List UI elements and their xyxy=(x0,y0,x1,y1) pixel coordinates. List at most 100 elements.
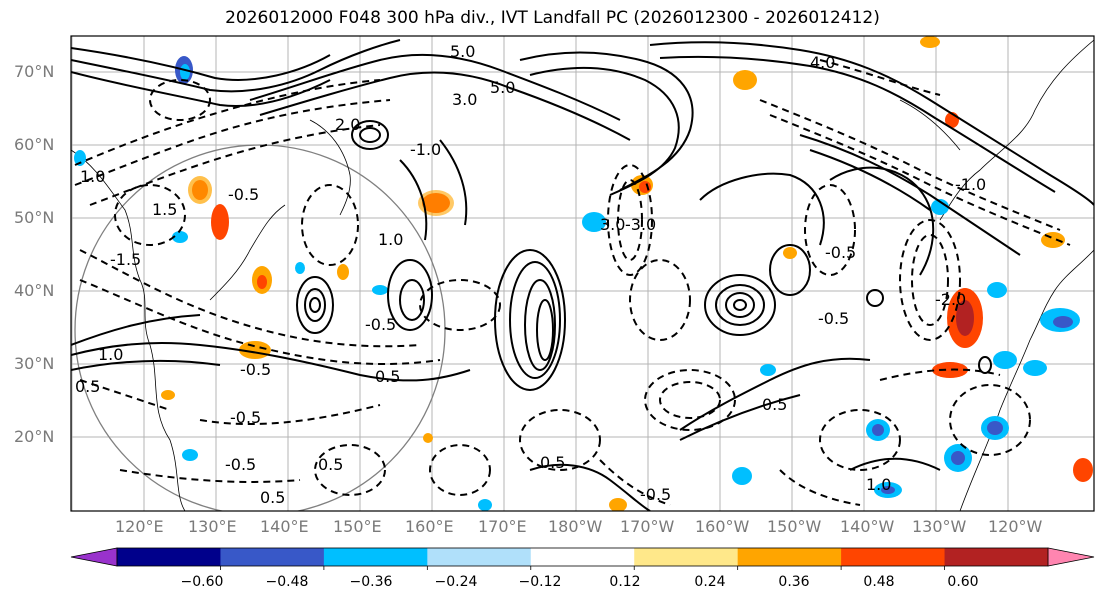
patch xyxy=(257,275,267,289)
patch xyxy=(732,467,752,485)
patch xyxy=(881,486,895,494)
patch xyxy=(182,449,198,461)
patch xyxy=(931,199,949,215)
patch xyxy=(760,364,776,376)
lon-label: 140°W xyxy=(840,517,895,536)
colorbar-tick-label: −0.48 xyxy=(265,574,309,590)
colorbar-segment xyxy=(117,548,221,566)
patch xyxy=(188,176,212,204)
contour-label: -0.5 xyxy=(225,455,256,474)
contour-label: 1.0 xyxy=(98,345,123,364)
contour-label: 0.5 xyxy=(540,453,565,472)
colorbar-segment xyxy=(427,548,532,566)
colorbar-min-extend xyxy=(70,547,118,567)
patch xyxy=(987,421,1003,435)
contour-label: -0.5 xyxy=(240,360,271,379)
landfall-region-circle xyxy=(74,144,446,511)
positive-contours xyxy=(71,39,1094,511)
colorbar-segment xyxy=(220,548,325,566)
contour-label: -0.5 xyxy=(640,485,671,504)
contour-label: 1.0 xyxy=(80,167,105,186)
patch xyxy=(180,64,190,80)
colorbar-tick-label: −0.24 xyxy=(434,574,478,590)
patch xyxy=(372,285,388,295)
lon-label: 180°W xyxy=(548,517,603,536)
contour-label: -0.5 xyxy=(230,408,261,427)
patch xyxy=(920,36,940,48)
colorbar xyxy=(70,547,1095,570)
map-border xyxy=(70,35,1095,512)
contour-label: 0.5 xyxy=(318,455,343,474)
coastlines xyxy=(71,39,1094,511)
lon-label: 130°W xyxy=(912,517,967,536)
colorbar-segment xyxy=(323,548,428,566)
patch xyxy=(423,433,433,443)
colorbar-tick-label: −0.60 xyxy=(180,574,224,590)
contour-label: 0.5 xyxy=(375,367,400,386)
patch xyxy=(161,390,175,400)
lon-label: 170°W xyxy=(620,517,675,536)
lon-label: 120°E xyxy=(115,517,164,536)
map-panel xyxy=(71,36,1094,511)
patch xyxy=(295,262,305,274)
lon-label: 170°E xyxy=(478,517,527,536)
colorbar-tick-label: −0.12 xyxy=(518,574,562,590)
colorbar-tick-label: 0.60 xyxy=(947,574,979,590)
lon-label: 160°W xyxy=(695,517,750,536)
patch xyxy=(993,351,1017,369)
lat-label: 40°N xyxy=(14,281,55,300)
colorbar-tick-label: −0.36 xyxy=(349,574,393,590)
contour-label: 2.0 xyxy=(335,115,360,134)
colorbar-tick-label: 0.12 xyxy=(609,574,641,590)
contour-label: -1.0 xyxy=(410,140,441,159)
patch xyxy=(872,424,884,436)
patch xyxy=(1041,232,1065,248)
colorbar-segment xyxy=(841,548,946,566)
contour-label: -2.0 xyxy=(935,290,966,309)
contour-label: 1.0 xyxy=(378,230,403,249)
lon-label: 120°W xyxy=(988,517,1043,536)
colorbar-tick-label: 0.36 xyxy=(778,574,810,590)
contour-label: 4.0 xyxy=(810,53,835,72)
contour-label: 0.5 xyxy=(762,395,787,414)
patch xyxy=(582,212,606,232)
lon-label: 140°E xyxy=(260,517,309,536)
lat-label: 50°N xyxy=(14,208,55,227)
patch xyxy=(211,204,229,240)
lat-label: 60°N xyxy=(14,135,55,154)
map-title: 2026012000 F048 300 hPa div., IVT Landfa… xyxy=(225,8,880,28)
lat-label: 30°N xyxy=(14,354,55,373)
contour-label: 5.0 xyxy=(490,78,515,97)
patch xyxy=(337,264,349,280)
contour-label: -0.5 xyxy=(825,243,856,262)
patch xyxy=(1073,458,1093,482)
colorbar-segment xyxy=(944,548,1049,566)
contour-label: 3.0 xyxy=(452,90,477,109)
patch xyxy=(956,300,974,336)
patch xyxy=(987,282,1007,298)
colorbar-segment xyxy=(737,548,842,566)
lon-label: 130°E xyxy=(188,517,237,536)
contour-label: 1.5 xyxy=(152,200,177,219)
colorbar-segment xyxy=(530,548,635,566)
patch xyxy=(1053,316,1073,328)
negative-contours xyxy=(74,59,1071,506)
lon-label: 150°E xyxy=(333,517,382,536)
divergence-fill-patches xyxy=(74,36,1093,511)
contour-label: 0.5 xyxy=(75,377,100,396)
patch xyxy=(172,231,188,243)
patch xyxy=(478,499,492,511)
lat-label: 20°N xyxy=(14,427,55,446)
contour-label: -0.5 xyxy=(228,185,259,204)
colorbar-tick-label: 0.24 xyxy=(694,574,726,590)
patch xyxy=(1023,360,1047,376)
patch xyxy=(951,451,965,465)
contour-label: 3.0 xyxy=(600,215,625,234)
contour-label: -0.5 xyxy=(365,315,396,334)
patch xyxy=(783,247,797,259)
colorbar-max-extend xyxy=(1047,547,1095,567)
contour-label: 1.0 xyxy=(866,475,891,494)
patch xyxy=(639,181,651,193)
contour-label: -1.5 xyxy=(110,250,141,269)
